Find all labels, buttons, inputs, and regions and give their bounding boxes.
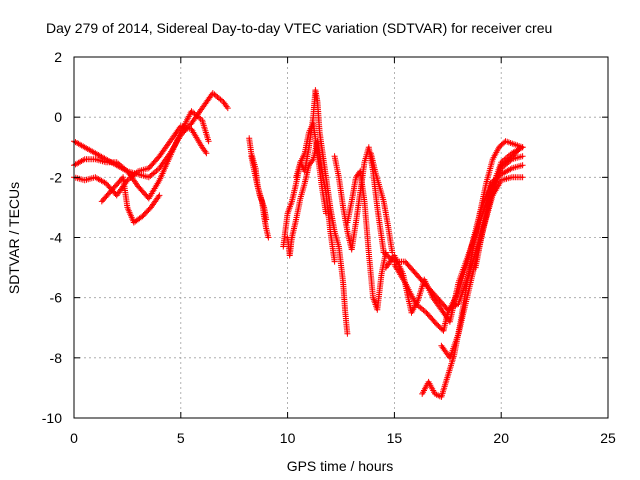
plot-area: [71, 87, 526, 400]
chart-title: Day 279 of 2014, Sidereal Day-to-day VTE…: [46, 20, 552, 36]
data-track: [380, 144, 526, 313]
x-tick-label: 25: [600, 430, 616, 446]
data-point: [515, 147, 522, 154]
data-point: [203, 150, 210, 157]
data-track: [472, 147, 522, 271]
grid-lines: [74, 57, 608, 418]
data-point: [514, 148, 521, 155]
y-tick-label: -8: [50, 350, 63, 366]
data-point: [519, 162, 526, 169]
data-track: [344, 168, 389, 313]
x-axis-label: GPS time / hours: [287, 458, 394, 474]
data-track: [248, 153, 270, 223]
data-track: [367, 150, 396, 256]
x-tick-label: 15: [387, 430, 403, 446]
axis-ticks: 0 5 10 15 20 25 -10 -8 -6 -4 -2 0 2: [42, 49, 616, 446]
data-point: [323, 210, 329, 217]
data-point: [205, 138, 212, 145]
data-track: [71, 123, 210, 199]
data-point: [156, 192, 163, 199]
y-tick-label: -2: [50, 169, 63, 185]
x-tick-label: 5: [177, 430, 185, 446]
data-track: [71, 108, 212, 202]
y-tick-label: 2: [54, 49, 62, 65]
data-point: [331, 258, 338, 265]
data-point: [519, 144, 526, 151]
y-axis-label: SDTVAR / TECUs: [6, 182, 22, 294]
y-tick-label: -4: [50, 230, 63, 246]
data-track: [293, 120, 329, 217]
data-track: [331, 144, 387, 256]
y-tick-label: -10: [42, 410, 62, 426]
x-tick-label: 0: [70, 430, 78, 446]
data-point: [224, 105, 231, 112]
data-point: [344, 330, 351, 337]
data-track: [98, 174, 163, 226]
y-tick-label: 0: [54, 109, 62, 125]
data-point: [263, 216, 270, 223]
data-point: [519, 153, 526, 160]
x-tick-label: 20: [493, 430, 509, 446]
y-tick-label: -6: [50, 290, 63, 306]
data-point: [519, 174, 526, 181]
data-point: [265, 234, 272, 241]
x-tick-label: 10: [280, 430, 296, 446]
